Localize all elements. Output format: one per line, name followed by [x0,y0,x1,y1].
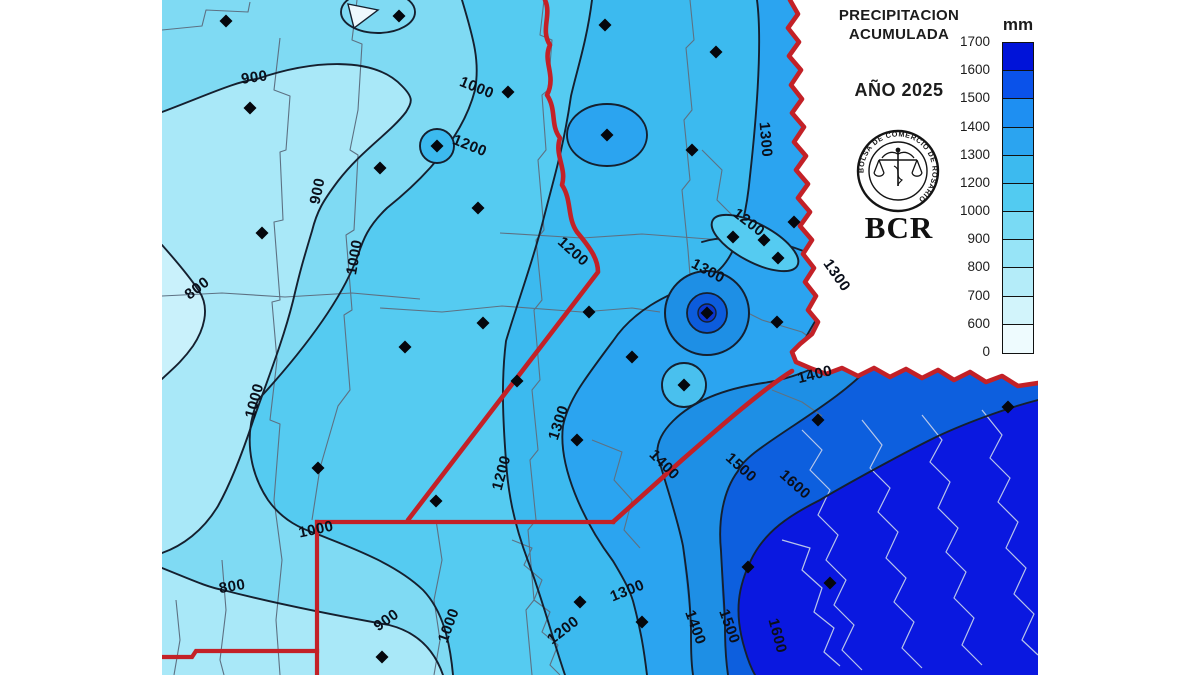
closed-contour-ellipse-top [340,0,416,34]
station-dot [770,315,784,329]
station-dot [811,413,825,427]
contour-label: 1000 [297,518,335,542]
station-dot [373,161,387,175]
station-dot [582,305,596,319]
legend-color-segment [1003,99,1033,128]
legend-colorbar [1002,42,1034,354]
station-dot [219,14,233,28]
legend-tick-label: 900 [967,231,990,247]
station-dot [823,576,837,590]
legend-tick-label: 1300 [959,146,990,162]
legend-unit-label: mm [1002,15,1034,34]
station-dot [429,494,443,508]
west-border [405,0,601,523]
legend-color-segment [1003,212,1033,241]
station-dot [1001,400,1015,414]
station-dot [700,306,714,320]
precip-band-800-900-south [162,568,443,675]
station-dot [600,128,614,142]
station-dot [243,101,257,115]
station-dot [573,595,587,609]
precip-band-700-800 [162,245,206,379]
station-dot [570,433,584,447]
legend-ticks: 1700 1600 1500 1400 1300 1200 1000 900 800 700 600… [944,34,996,359]
station-dot [741,560,755,574]
station-dot [311,461,325,475]
contour-label: 900 [307,176,329,205]
station-dot [471,201,485,215]
bcr-abbrev: BCR [864,210,934,245]
station-dot [685,143,699,157]
station-dot [430,139,444,153]
legend-tick-label: 1200 [959,174,990,190]
bcr-seal: BOLSA DE COMERCIO DE ROSARIO [856,129,940,213]
station-dot [787,215,801,229]
legend-color-segment [1003,296,1033,325]
legend-tick-label: 1600 [959,62,990,78]
legend-color-segment [1003,155,1033,184]
southwest-border [162,648,320,660]
station-dot [375,650,389,664]
station-dot [501,85,515,99]
station-dot [709,45,723,59]
legend-color-segment [1003,127,1033,156]
flag-shape [347,3,380,30]
legend-year: AÑO 2025 [854,80,944,100]
contour-lines [162,0,1038,675]
legend-tick-label: 1500 [959,90,990,106]
legend-tick-label: 1700 [959,34,990,49]
legend-color-segment [1003,268,1033,297]
scales-icon [873,147,923,187]
station-dot [757,233,771,247]
station-dot [392,9,406,23]
station-dot [598,18,612,32]
contour-label: 1000 [343,238,366,276]
stations-layer [219,9,1015,664]
legend-color-segment [1003,183,1033,213]
province-borders [162,0,1038,675]
river-border [785,0,1038,389]
legend-color-segment [1003,240,1033,269]
station-dot [255,226,269,240]
precipitation-map: 900 1000120090010008001000120013001200130… [162,0,1038,675]
legend-tick-label: 800 [967,259,990,275]
station-dot [476,316,490,330]
southeast-diagonal-border [610,368,795,525]
station-dot [726,230,740,244]
legend-title-line2: ACUMULADA [848,26,950,43]
legend-color-segment [1003,71,1033,100]
station-dot [677,378,691,392]
legend-title-line1: PRECIPITACION [838,7,960,24]
legend-tick-label: 600 [967,315,990,331]
legend-color-segment [1003,43,1033,72]
contour-label: 800 [218,576,247,597]
station-dot [625,350,639,364]
legend-tick-label: 1000 [959,203,990,219]
precip-band-800-900 [162,64,411,553]
station-dot [635,615,649,629]
legend-tick-label: 700 [967,287,990,303]
contour-label: 900 [240,67,269,88]
legend-title: PRECIPITACION ACUMULADA [806,6,992,44]
station-dot [510,374,524,388]
contour-label: 1300 [755,121,775,158]
legend-tick-label: 1400 [959,118,990,134]
legend-tick-label: 0 [982,344,990,359]
station-dot [398,340,412,354]
legend-color-segment [1003,324,1033,353]
station-dot [771,251,785,265]
department-lines-dark-region [781,409,1038,671]
